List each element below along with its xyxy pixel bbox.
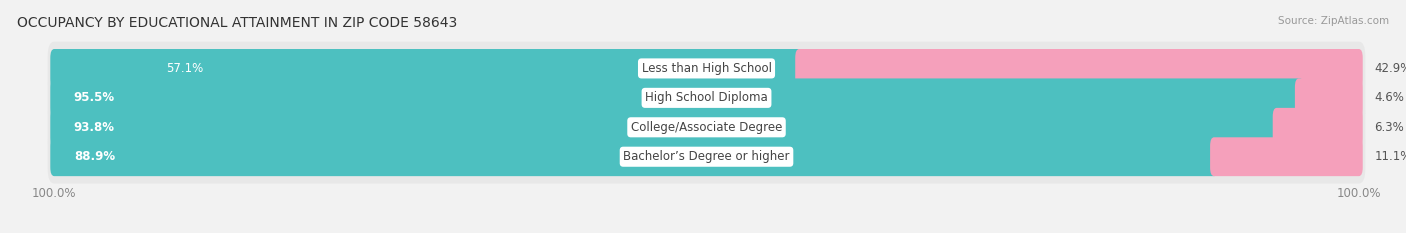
FancyBboxPatch shape xyxy=(51,79,1303,117)
Text: 93.8%: 93.8% xyxy=(73,121,115,134)
FancyBboxPatch shape xyxy=(48,100,1365,154)
Text: College/Associate Degree: College/Associate Degree xyxy=(631,121,782,134)
FancyBboxPatch shape xyxy=(1272,108,1362,147)
FancyBboxPatch shape xyxy=(51,49,803,88)
Text: 6.3%: 6.3% xyxy=(1375,121,1405,134)
Legend: Owner-occupied, Renter-occupied: Owner-occupied, Renter-occupied xyxy=(586,230,827,233)
Text: Bachelor’s Degree or higher: Bachelor’s Degree or higher xyxy=(623,150,790,163)
Text: Source: ZipAtlas.com: Source: ZipAtlas.com xyxy=(1278,16,1389,26)
Text: 88.9%: 88.9% xyxy=(73,150,115,163)
Text: Less than High School: Less than High School xyxy=(641,62,772,75)
Text: 57.1%: 57.1% xyxy=(166,62,204,75)
Text: 4.6%: 4.6% xyxy=(1375,91,1405,104)
Text: OCCUPANCY BY EDUCATIONAL ATTAINMENT IN ZIP CODE 58643: OCCUPANCY BY EDUCATIONAL ATTAINMENT IN Z… xyxy=(17,16,457,30)
FancyBboxPatch shape xyxy=(51,137,1218,176)
FancyBboxPatch shape xyxy=(48,130,1365,184)
FancyBboxPatch shape xyxy=(48,42,1365,95)
FancyBboxPatch shape xyxy=(51,108,1282,147)
Text: 42.9%: 42.9% xyxy=(1375,62,1406,75)
Text: 11.1%: 11.1% xyxy=(1375,150,1406,163)
FancyBboxPatch shape xyxy=(1295,79,1362,117)
FancyBboxPatch shape xyxy=(796,49,1362,88)
FancyBboxPatch shape xyxy=(48,71,1365,125)
Text: High School Diploma: High School Diploma xyxy=(645,91,768,104)
Text: 95.5%: 95.5% xyxy=(73,91,115,104)
FancyBboxPatch shape xyxy=(1211,137,1362,176)
